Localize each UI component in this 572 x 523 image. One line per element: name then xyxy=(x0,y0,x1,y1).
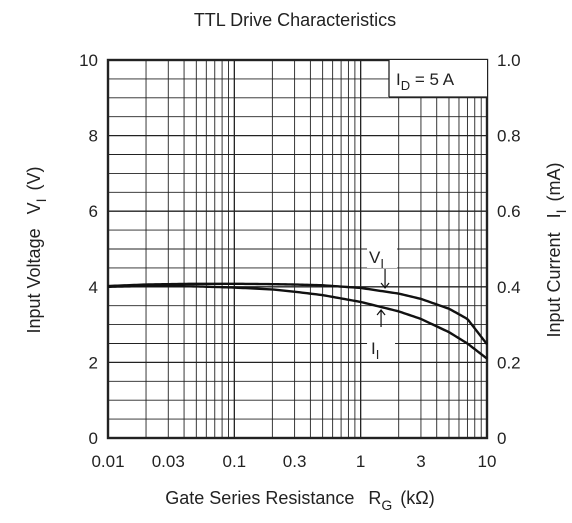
y-left-tick-label: 2 xyxy=(89,353,98,372)
chart-title: TTL Drive Characteristics xyxy=(194,10,396,30)
y-axis-left-label: Input Voltage VI (V) xyxy=(24,167,49,334)
series-label-input-current: II xyxy=(371,339,379,362)
y-right-symbol: I xyxy=(544,213,564,218)
y-right-tick-label: 0.8 xyxy=(497,127,521,146)
y-right-tick-label: 0 xyxy=(497,429,506,448)
y-right-tick-label: 1.0 xyxy=(497,51,521,70)
tick-labels: 0.01 0.03 0.1 0.3 1 3 10024681000.20.40.60.81.… xyxy=(79,51,521,471)
arrow-down-icon xyxy=(380,268,390,289)
annotation: ID = 5 A VI II xyxy=(367,60,487,362)
x-tick-label: 3 xyxy=(416,452,425,471)
x-tick-label: 0.01 xyxy=(91,452,124,471)
y-left-tick-label: 6 xyxy=(89,202,98,221)
plot-frame xyxy=(106,58,489,440)
y-left-tick-label: 4 xyxy=(89,278,98,297)
condition-label-background xyxy=(389,60,487,97)
y-right-label-text: Input Current xyxy=(544,232,564,337)
y-right-unit: (mA) xyxy=(544,163,564,202)
grid xyxy=(108,60,487,438)
y-right-tick-label: 0.4 xyxy=(497,278,521,297)
x-axis-unit: (kΩ) xyxy=(400,488,434,508)
y-left-symbol-sub: I xyxy=(33,199,49,203)
arrow-up-icon xyxy=(376,309,386,327)
x-tick-label: 0.03 xyxy=(152,452,185,471)
y-left-tick-label: 8 xyxy=(89,127,98,146)
y-left-tick-label: 10 xyxy=(79,51,98,70)
y-left-label-text: Input Voltage xyxy=(24,228,44,333)
x-axis-label: Gate Series Resistance RG (kΩ) xyxy=(165,488,434,513)
y-axis-right-label: Input Current II (mA) xyxy=(544,163,569,338)
series-label-background xyxy=(367,237,398,268)
series-line-input-voltage xyxy=(107,282,488,345)
x-tick-label: 0.1 xyxy=(223,452,247,471)
y-left-symbol: V xyxy=(24,202,44,214)
x-axis-symbol-sub: G xyxy=(381,497,392,513)
series-label-background xyxy=(367,328,396,359)
y-left-tick-label: 0 xyxy=(89,429,98,448)
x-axis-symbol: R xyxy=(368,488,381,508)
condition-label: ID = 5 A xyxy=(396,70,455,93)
y-left-unit: (V) xyxy=(24,167,44,191)
x-tick-label: 0.3 xyxy=(283,452,307,471)
y-right-tick-label: 0.6 xyxy=(497,202,521,221)
y-right-symbol-sub: I xyxy=(553,210,569,214)
series-line-input-current xyxy=(107,284,488,360)
x-tick-label: 1 xyxy=(356,452,365,471)
x-tick-label: 10 xyxy=(478,452,497,471)
y-right-tick-label: 0.2 xyxy=(497,353,521,372)
curves xyxy=(107,282,488,360)
x-axis-label-text: Gate Series Resistance xyxy=(165,488,354,508)
series-label-input-voltage: VI xyxy=(369,248,384,271)
